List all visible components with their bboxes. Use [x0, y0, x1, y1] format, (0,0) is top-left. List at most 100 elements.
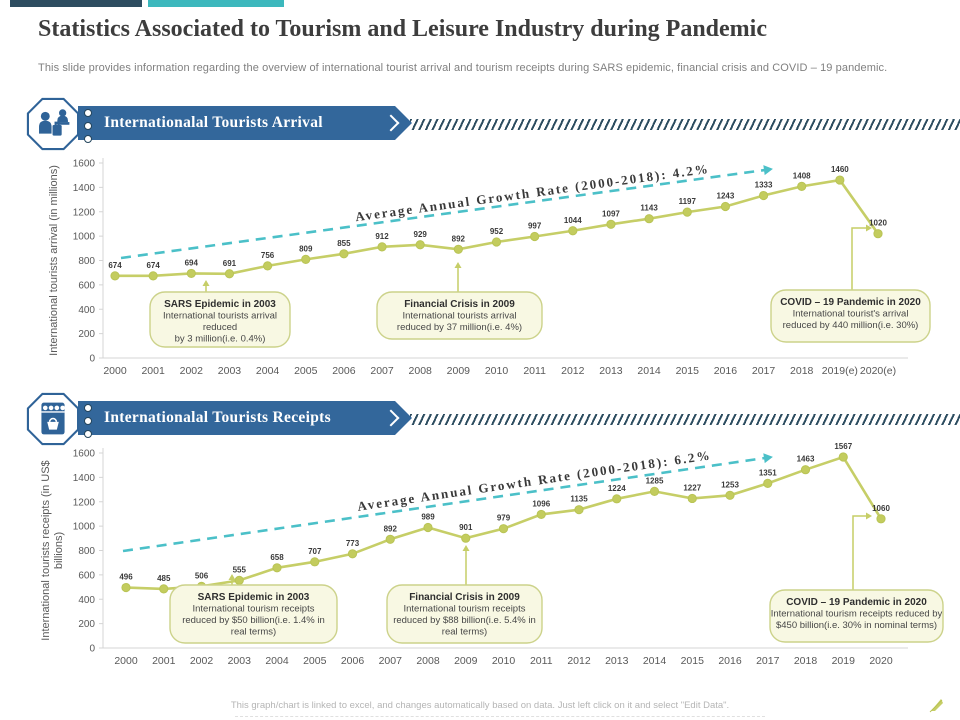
value-label: 1408 [793, 171, 811, 180]
x-tick-label: 2012 [561, 365, 585, 377]
dot [84, 109, 92, 117]
x-tick-label: 2001 [141, 365, 165, 377]
data-point [110, 271, 120, 281]
x-tick-label: 2003 [228, 655, 252, 667]
data-point [186, 268, 196, 279]
data-point [530, 231, 540, 242]
x-tick-label: 2011 [523, 365, 546, 377]
y-tick-label: 600 [78, 280, 95, 291]
callout-box [386, 584, 543, 644]
value-label: 1143 [640, 204, 658, 213]
callout-arrowhead [462, 545, 470, 551]
callout-text: real terms) [231, 627, 276, 638]
y-tick-label: 400 [78, 305, 95, 316]
value-label: 1285 [646, 476, 664, 485]
growth-trend-line [120, 168, 766, 260]
data-point [415, 240, 425, 250]
callout-title: COVID – 19 Pandemic in 2020 [786, 597, 927, 608]
value-label: 1096 [532, 499, 550, 508]
data-point [453, 244, 463, 254]
value-label: 1351 [759, 468, 777, 477]
y-tick-label: 800 [78, 256, 95, 267]
value-label: 1224 [608, 484, 626, 493]
callout-arrowhead [866, 512, 872, 520]
data-point [758, 190, 769, 201]
section-header-arrival: Internationalal Tourists Arrival [0, 97, 960, 157]
x-tick-label: 2001 [152, 655, 176, 667]
section-banner-label: Internationalal Tourists Arrival [104, 114, 323, 131]
value-label: 496 [119, 573, 133, 582]
callout-connector [851, 227, 866, 290]
y-tick-label: 800 [78, 546, 95, 557]
data-point [873, 229, 883, 239]
callout-text: International tourism receipts [404, 604, 526, 615]
y-tick-label: 600 [78, 570, 95, 581]
y-tick-label: 1600 [73, 449, 96, 460]
callout-text: reduced by 440 million(i.e. 30%) [783, 320, 919, 331]
x-tick-label: 2017 [752, 365, 776, 377]
value-label: 892 [384, 524, 398, 533]
value-label: 1020 [869, 219, 887, 228]
data-point [763, 478, 773, 488]
page-title: Statistics Associated to Tourism and Lei… [38, 16, 767, 42]
value-label: 1227 [683, 483, 701, 492]
growth-trend-arrowhead [763, 453, 773, 464]
data-point [263, 261, 273, 271]
value-label: 707 [308, 547, 322, 556]
callout-text: International tourists arrival [402, 311, 516, 322]
data-point [461, 533, 471, 543]
banner-dots [84, 404, 92, 443]
x-tick-label: 2002 [190, 655, 214, 667]
callout-text: International tourism receipts reduced b… [771, 609, 943, 620]
data-point [649, 486, 660, 496]
value-label: 809 [299, 244, 313, 253]
value-label: 485 [157, 574, 171, 583]
callout-text: reduced by $88 billion(i.e. 5.4% in [393, 615, 536, 626]
value-label: 1460 [831, 165, 849, 174]
y-axis-title: International tourists arrival (in milli… [48, 165, 60, 356]
y-tick-label: 0 [89, 354, 95, 365]
data-point [687, 493, 697, 504]
value-label: 979 [497, 514, 511, 523]
callout-title: COVID – 19 Pandemic in 2020 [780, 297, 921, 308]
callout-text: reduced by 37 million(i.e. 4%) [397, 322, 522, 333]
x-tick-label: 2019(e) [822, 365, 858, 377]
page-subtitle: This slide provides information regardin… [38, 62, 888, 74]
value-label: 929 [414, 230, 428, 239]
value-label: 1060 [872, 504, 890, 513]
growth-trend-line [122, 456, 766, 553]
x-tick-label: 2004 [265, 655, 289, 667]
callout-arrowhead [454, 262, 462, 268]
data-point [491, 237, 502, 247]
callout-text: by 3 million(i.e. 0.4%) [175, 334, 266, 345]
value-label: 773 [346, 539, 360, 548]
x-tick-label: 2011 [530, 655, 553, 667]
data-point [835, 175, 845, 185]
data-point [272, 563, 282, 573]
data-point [644, 214, 654, 224]
section-header-receipts: Internationalal Tourists Receipts [0, 392, 960, 452]
x-tick-label: 2016 [714, 365, 738, 377]
value-label: 1243 [717, 192, 735, 201]
data-point [148, 271, 158, 281]
data-point [574, 505, 584, 515]
callout-title: SARS Epidemic in 2003 [198, 592, 310, 603]
value-label: 674 [146, 261, 160, 270]
data-point [838, 452, 848, 462]
x-tick-label: 2020 [869, 655, 893, 667]
callout-arrowhead [202, 280, 210, 286]
x-tick-label: 2010 [492, 655, 516, 667]
value-label: 694 [185, 258, 199, 267]
growth-trend-arrowhead [763, 165, 773, 176]
value-label: 1097 [602, 209, 620, 218]
y-tick-label: 1400 [73, 473, 96, 484]
value-label: 1567 [834, 442, 852, 451]
y-axis-title: International tourists receipts (in US$ [40, 460, 52, 640]
callout-text: reduced by $50 billion(i.e. 1.4% in [182, 615, 325, 626]
receipts-chart: 0 200 400 600 800 1000 1200 1400 1600 2000 2001 200… [40, 442, 944, 667]
data-point [159, 584, 169, 594]
x-tick-label: 2008 [409, 365, 433, 377]
